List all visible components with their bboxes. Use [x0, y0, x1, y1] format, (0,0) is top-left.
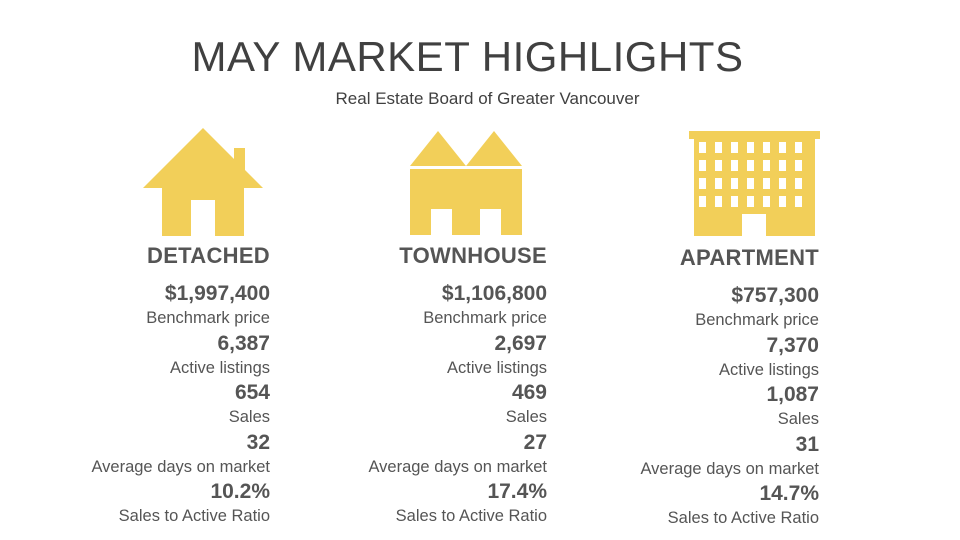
apartment-sales-ratio: 14.7%: [759, 482, 819, 505]
townhouse-days-on-market: 27: [523, 430, 547, 454]
detached-label: DETACHED: [147, 243, 270, 268]
apartment-sales: 1,087: [766, 383, 819, 406]
page-subtitle: Real Estate Board of Greater Vancouver: [335, 89, 640, 108]
detached-ratio-caption: Sales to Active Ratio: [118, 507, 270, 525]
townhouse-sales-ratio: 17.4%: [487, 480, 547, 503]
townhouse-active-caption: Active listings: [447, 358, 547, 377]
apartment-benchmark-caption: Benchmark price: [695, 311, 819, 329]
detached-benchmark-caption: Benchmark price: [146, 309, 270, 327]
apartment-active-listings: 7,370: [766, 333, 819, 357]
townhouse-benchmark-price: $1,106,800: [441, 282, 547, 305]
detached-days-caption: Average days on market: [91, 457, 270, 476]
house-icon: [143, 128, 265, 238]
apartment-active-caption: Active listings: [719, 360, 819, 379]
apartment-building-icon: [686, 128, 820, 236]
townhouse-sales-caption: Sales: [505, 408, 547, 426]
detached-active-caption: Active listings: [170, 358, 270, 377]
detached-column: DETACHED $1,997,400 Benchmark price 6,38…: [91, 243, 270, 529]
townhouse-ratio-caption: Sales to Active Ratio: [395, 507, 547, 525]
townhouse-benchmark-caption: Benchmark price: [423, 309, 547, 327]
page-title: MAY MARKET HIGHLIGHTS: [191, 33, 744, 80]
townhouse-column: TOWNHOUSE $1,106,800 Benchmark price 2,6…: [368, 243, 547, 529]
detached-active-listings: 6,387: [217, 331, 270, 355]
apartment-ratio-caption: Sales to Active Ratio: [667, 509, 819, 527]
detached-sales-caption: Sales: [228, 408, 270, 426]
apartment-days-caption: Average days on market: [640, 459, 819, 478]
townhouse-icon: [410, 128, 524, 238]
detached-sales-ratio: 10.2%: [210, 480, 270, 503]
detached-sales: 654: [234, 381, 270, 404]
apartment-column: APARTMENT $757,300 Benchmark price 7,370…: [640, 245, 819, 531]
apartment-days-on-market: 31: [795, 432, 819, 456]
apartment-sales-caption: Sales: [777, 410, 819, 428]
townhouse-active-listings: 2,697: [494, 331, 547, 355]
detached-benchmark-price: $1,997,400: [164, 282, 270, 305]
apartment-label: APARTMENT: [679, 245, 819, 270]
detached-days-on-market: 32: [246, 430, 270, 454]
townhouse-days-caption: Average days on market: [368, 457, 547, 476]
townhouse-sales: 469: [511, 381, 547, 404]
apartment-benchmark-price: $757,300: [731, 284, 819, 307]
townhouse-label: TOWNHOUSE: [399, 243, 547, 268]
